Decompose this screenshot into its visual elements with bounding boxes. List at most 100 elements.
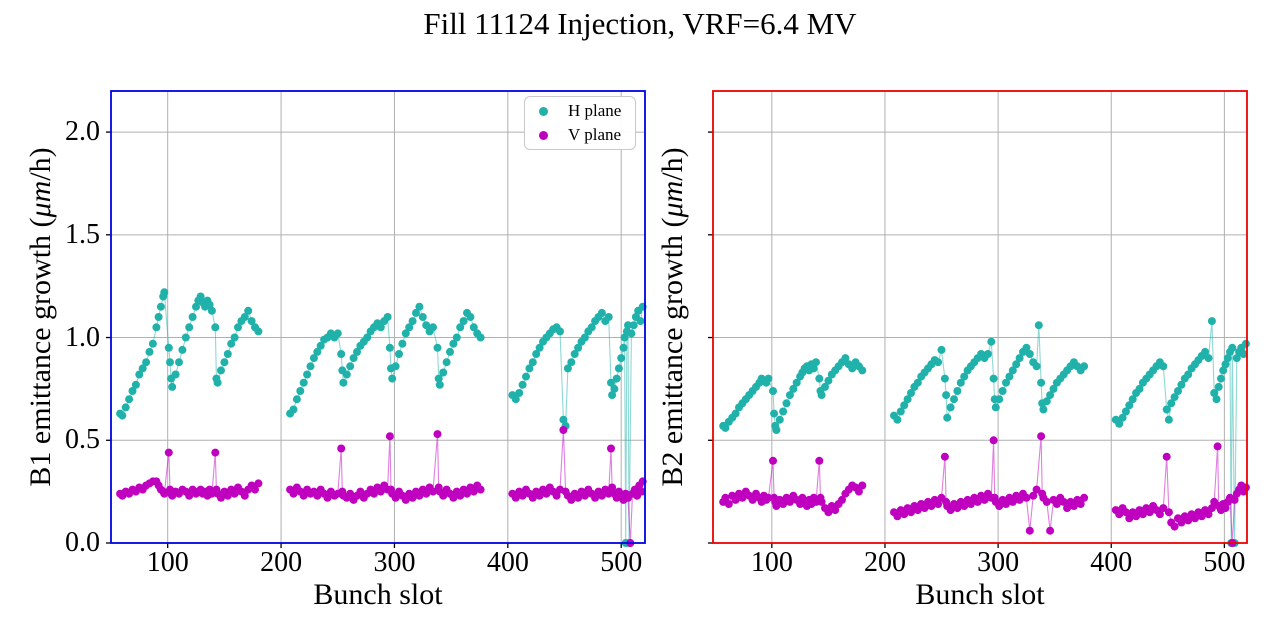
b2-series-v-plane — [719, 432, 1250, 547]
data-point — [429, 323, 437, 332]
data-point — [181, 333, 190, 342]
b1-xaxis-label: Bunch slot — [313, 578, 443, 611]
data-point — [1204, 510, 1213, 519]
data-point — [1207, 504, 1216, 513]
data-point — [1032, 485, 1041, 494]
data-point — [289, 489, 298, 498]
b1-y-tick-label: 1.0 — [65, 321, 100, 353]
data-point — [401, 495, 410, 504]
data-point — [574, 493, 583, 502]
data-point — [299, 491, 308, 500]
data-point — [1213, 442, 1222, 451]
data-point — [217, 366, 225, 375]
data-point — [574, 343, 583, 352]
data-point — [817, 391, 826, 400]
data-point — [1145, 508, 1154, 517]
data-point — [385, 343, 394, 352]
data-point — [973, 497, 982, 506]
data-point — [1217, 374, 1225, 383]
data-point — [376, 323, 385, 332]
data-point — [211, 323, 220, 332]
data-point — [943, 413, 952, 422]
b1-y-tick-label: 2.0 — [65, 116, 100, 148]
b1-y-tick-label: 0.0 — [65, 527, 100, 558]
data-point — [983, 350, 992, 358]
data-point — [316, 341, 325, 350]
data-point — [383, 313, 392, 321]
data-point — [135, 370, 144, 379]
data-point — [1125, 401, 1134, 410]
data-point — [244, 306, 253, 315]
data-point — [168, 382, 177, 391]
data-point — [418, 313, 427, 321]
data-point — [339, 378, 348, 387]
data-point — [848, 364, 857, 373]
data-point — [152, 323, 161, 332]
data-point — [995, 395, 1004, 404]
data-point — [469, 487, 478, 496]
data-point — [230, 489, 239, 498]
data-point — [946, 506, 955, 515]
data-point — [1223, 354, 1232, 363]
b2-x-tick-label: 400 — [1090, 547, 1133, 578]
data-point — [160, 489, 169, 498]
data-point — [627, 329, 636, 338]
data-point — [903, 395, 912, 404]
data-point — [452, 333, 461, 342]
data-point — [775, 415, 784, 424]
data-point — [1184, 370, 1193, 379]
data-point — [854, 487, 863, 496]
data-point — [459, 317, 468, 326]
data-point — [356, 487, 365, 496]
data-point — [188, 313, 197, 321]
data-point — [164, 343, 173, 352]
b1-plot — [106, 90, 647, 548]
data-point — [838, 495, 846, 504]
data-point — [1115, 419, 1124, 428]
data-point — [1177, 380, 1186, 389]
data-point — [913, 506, 922, 515]
data-point — [299, 378, 308, 387]
data-point — [346, 362, 355, 371]
data-point — [770, 409, 779, 418]
data-point — [240, 313, 249, 321]
data-point — [1207, 317, 1216, 326]
data-point — [1029, 491, 1038, 500]
data-point — [946, 403, 955, 412]
data-point — [1012, 360, 1021, 369]
data-point — [1164, 415, 1173, 424]
data-point — [809, 364, 818, 373]
data-point — [185, 323, 194, 332]
data-point — [769, 387, 777, 395]
data-point — [1162, 452, 1171, 461]
data-point — [254, 479, 263, 488]
data-point — [607, 444, 615, 453]
data-point — [313, 491, 322, 500]
data-point — [934, 500, 943, 508]
data-point — [960, 502, 969, 510]
data-point — [1159, 362, 1168, 371]
data-point — [824, 508, 833, 517]
data-point — [1204, 354, 1213, 363]
b2-spines — [712, 90, 1248, 544]
data-point — [567, 495, 576, 504]
data-point — [817, 497, 826, 506]
data-point — [1164, 508, 1173, 517]
data-point — [535, 343, 544, 352]
data-point — [349, 354, 358, 363]
data-point — [764, 493, 773, 502]
data-point — [724, 500, 733, 508]
data-point — [511, 395, 520, 404]
data-point — [636, 317, 645, 326]
data-point — [154, 313, 163, 321]
data-point — [240, 491, 249, 500]
data-point — [434, 374, 443, 383]
data-point — [1132, 512, 1141, 521]
b2-yaxis-label: B2 emittance growth (μm/h) — [656, 147, 689, 487]
data-point — [812, 358, 820, 367]
data-point — [1162, 405, 1171, 414]
data-point — [337, 350, 346, 358]
data-point — [1069, 502, 1078, 510]
data-point — [1121, 407, 1130, 416]
data-point — [223, 350, 232, 358]
